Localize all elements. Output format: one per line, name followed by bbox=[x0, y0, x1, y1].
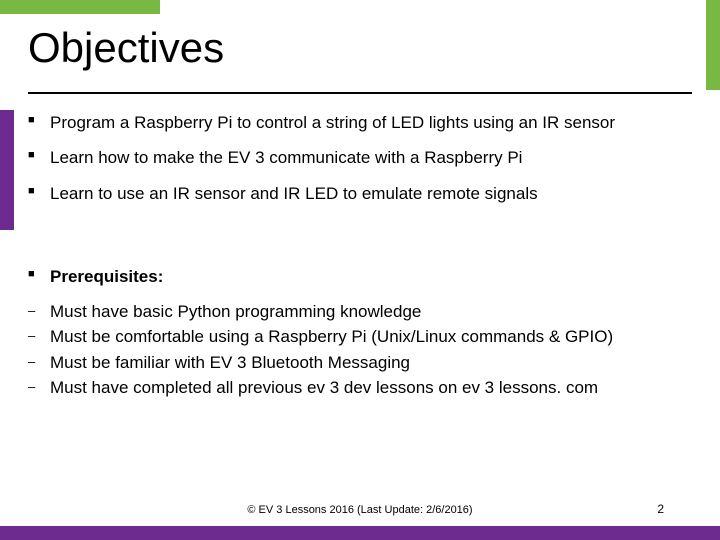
objective-text: Learn to use an IR sensor and IR LED to … bbox=[50, 183, 692, 204]
dash-bullet-icon: – bbox=[28, 301, 50, 322]
square-bullet-icon: ■ bbox=[28, 266, 50, 284]
content-area: ■ Program a Raspberry Pi to control a st… bbox=[28, 112, 692, 402]
prereq-heading-row: ■ Prerequisites: bbox=[28, 266, 692, 287]
square-bullet-icon: ■ bbox=[28, 147, 50, 165]
accent-right-stripe bbox=[706, 0, 720, 90]
prereq-text: Must be familiar with EV 3 Bluetooth Mes… bbox=[50, 352, 692, 373]
prereq-item: – Must have completed all previous ev 3 … bbox=[28, 377, 692, 398]
prereq-text: Must have basic Python programming knowl… bbox=[50, 301, 692, 322]
accent-top-stripe bbox=[0, 0, 160, 14]
accent-bottom-stripe bbox=[0, 526, 720, 540]
accent-left-stripe bbox=[0, 110, 14, 230]
page-number: 2 bbox=[657, 502, 664, 516]
objective-item: ■ Learn how to make the EV 3 communicate… bbox=[28, 147, 692, 168]
objective-item: ■ Program a Raspberry Pi to control a st… bbox=[28, 112, 692, 133]
prereq-item: – Must be familiar with EV 3 Bluetooth M… bbox=[28, 352, 692, 373]
title-underline bbox=[28, 92, 692, 94]
prereq-text: Must be comfortable using a Raspberry Pi… bbox=[50, 326, 692, 347]
objective-item: ■ Learn to use an IR sensor and IR LED t… bbox=[28, 183, 692, 204]
prereq-item: – Must be comfortable using a Raspberry … bbox=[28, 326, 692, 347]
dash-bullet-icon: – bbox=[28, 377, 50, 398]
objective-text: Program a Raspberry Pi to control a stri… bbox=[50, 112, 692, 133]
prereq-item: – Must have basic Python programming kno… bbox=[28, 301, 692, 322]
square-bullet-icon: ■ bbox=[28, 183, 50, 201]
prereq-heading: Prerequisites: bbox=[50, 266, 692, 287]
footer-copyright: © EV 3 Lessons 2016 (Last Update: 2/6/20… bbox=[0, 504, 720, 516]
dash-bullet-icon: – bbox=[28, 352, 50, 373]
dash-bullet-icon: – bbox=[28, 326, 50, 347]
square-bullet-icon: ■ bbox=[28, 112, 50, 130]
slide-title: Objectives bbox=[28, 24, 224, 72]
objective-text: Learn how to make the EV 3 communicate w… bbox=[50, 147, 692, 168]
spacer bbox=[28, 218, 692, 266]
prereq-text: Must have completed all previous ev 3 de… bbox=[50, 377, 692, 398]
